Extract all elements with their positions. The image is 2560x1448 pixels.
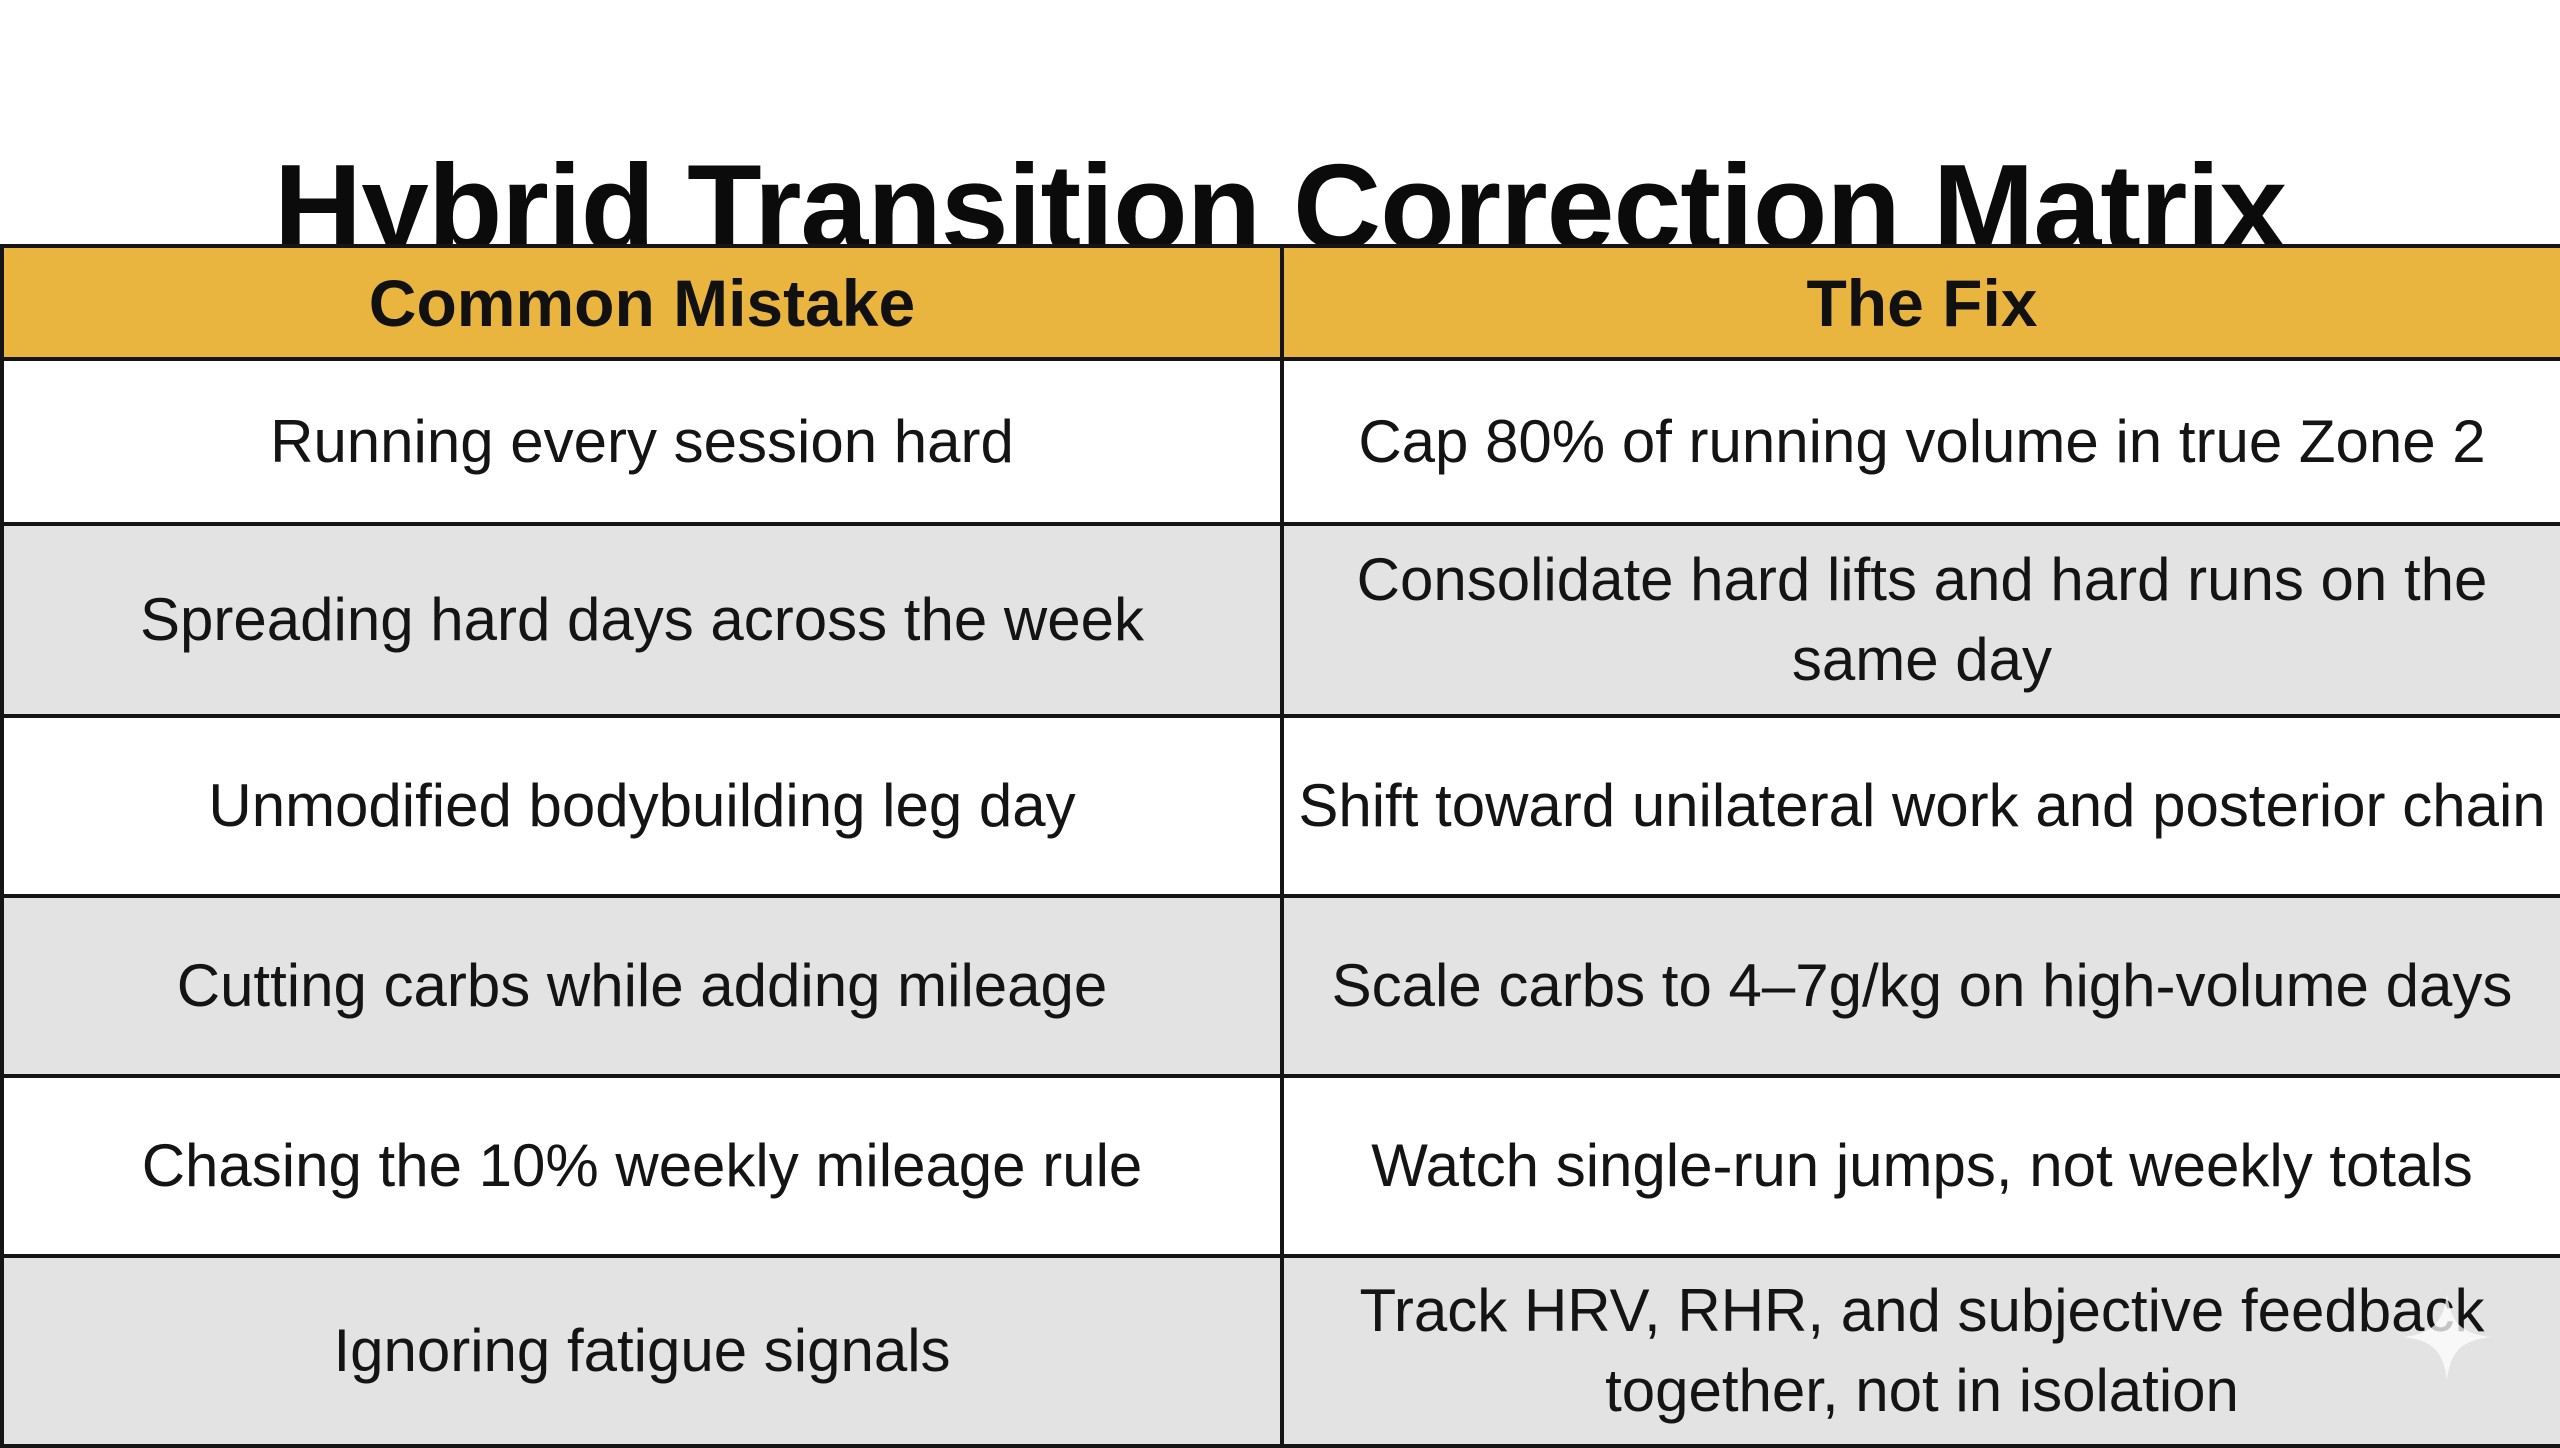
fix-cell: Consolidate hard lifts and hard runs on … — [1280, 522, 2560, 718]
table-row: Spreading hard days across the week Cons… — [0, 522, 2560, 718]
correction-matrix-table: Common Mistake The Fix Running every ses… — [0, 244, 2560, 1448]
table-row: Ignoring fatigue signals Track HRV, RHR,… — [0, 1254, 2560, 1448]
table-row: Unmodified bodybuilding leg day Shift to… — [0, 714, 2560, 898]
header-row: Common Mistake The Fix — [0, 244, 2560, 361]
table-row: Cutting carbs while adding mileage Scale… — [0, 894, 2560, 1078]
fix-cell: Scale carbs to 4–7g/kg on high-volume da… — [1280, 894, 2560, 1078]
fix-cell: Watch single-run jumps, not weekly total… — [1280, 1074, 2560, 1258]
fix-cell: Track HRV, RHR, and subjective feedback … — [1280, 1254, 2560, 1448]
mistake-cell: Chasing the 10% weekly mileage rule — [0, 1074, 1284, 1258]
mistake-cell: Unmodified bodybuilding leg day — [0, 714, 1284, 898]
fix-cell: Shift toward unilateral work and posteri… — [1280, 714, 2560, 898]
mistake-cell: Spreading hard days across the week — [0, 522, 1284, 718]
sparkle-icon — [2403, 1293, 2491, 1381]
table-row: Chasing the 10% weekly mileage rule Watc… — [0, 1074, 2560, 1258]
column-header-common-mistake: Common Mistake — [0, 244, 1284, 361]
table-row: Running every session hard Cap 80% of ru… — [0, 357, 2560, 526]
column-header-the-fix: The Fix — [1280, 244, 2560, 361]
mistake-cell: Cutting carbs while adding mileage — [0, 894, 1284, 1078]
mistake-cell: Ignoring fatigue signals — [0, 1254, 1284, 1448]
mistake-cell: Running every session hard — [0, 357, 1284, 526]
fix-cell: Cap 80% of running volume in true Zone 2 — [1280, 357, 2560, 526]
